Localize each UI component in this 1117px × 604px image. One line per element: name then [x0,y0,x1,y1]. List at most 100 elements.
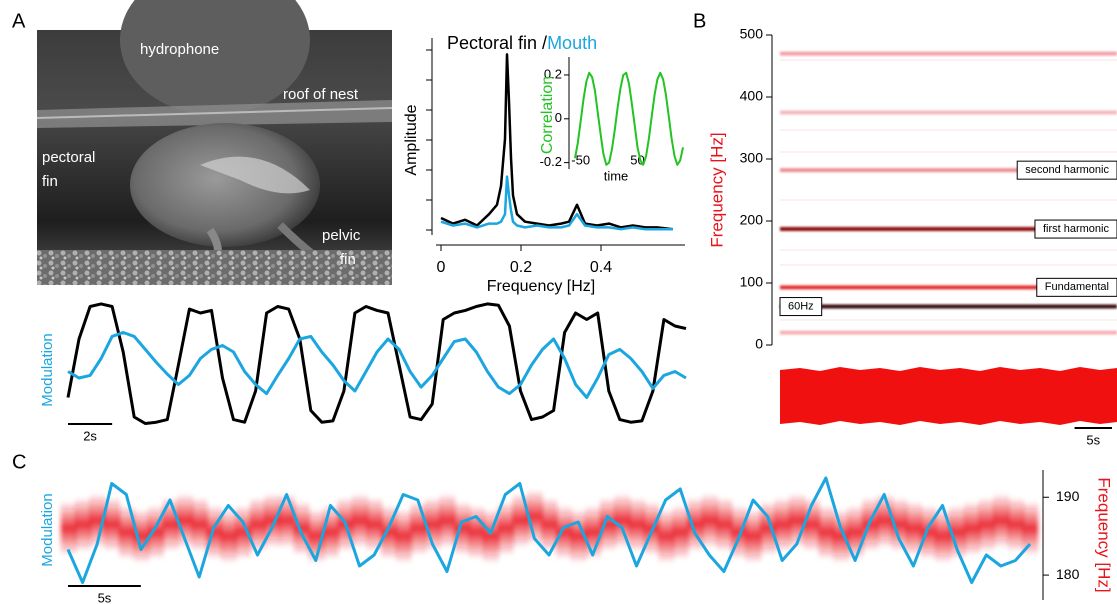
heat-cell [177,493,193,548]
photo-label: roof of nest [283,86,359,103]
title-separator: / [542,33,547,53]
axis-label: Frequency [Hz] [707,132,726,247]
heat-cell [614,493,631,548]
heat-cell [818,505,835,560]
y-tick-label: 400 [740,88,764,104]
data-line [440,175,673,231]
annotation-box [1016,160,1117,180]
heat-cell [1022,501,1039,556]
heat-cell [468,505,485,560]
heat-cell [774,497,791,552]
heat-cell [293,501,310,556]
annotation: second harmonic [1025,164,1109,176]
heat-cell [191,497,208,552]
heat-cell [454,501,470,556]
heat-cell [672,505,689,560]
axis-label: Modulation [39,333,56,406]
axis-label: Correlation [539,76,556,154]
heat-cell [497,501,514,556]
axis-label: Amplitude [403,104,420,175]
y-tick-label: 100 [740,274,764,290]
annotation-box [1034,219,1117,239]
heat-cell [935,508,951,564]
x-tick-label: 0 [437,259,446,276]
heat-cell [949,505,966,560]
photo-label: fin [42,173,58,190]
x-tick-label: 50 [630,152,644,167]
legend-entry: Mouth [547,33,597,53]
heat-cell [206,505,223,560]
heat-cell [279,493,295,548]
heat-cell [133,508,150,564]
y-tick-label: -0.2 [540,154,562,169]
y2-tick-label: 180 [1056,566,1080,582]
panel-label: A [12,10,26,32]
annotation: 60Hz [788,300,814,312]
heat-cell [658,508,674,564]
axis-label: Modulation [39,493,56,566]
heat-cell [964,501,980,556]
heat-cell [104,497,121,552]
heat-cell [366,497,383,552]
heat-cell [410,501,427,556]
data-line [574,71,684,166]
heat-cell [541,497,558,552]
heat-cell [512,493,529,548]
annotation: Fundamental [1045,281,1109,293]
panel-label: B [693,10,706,32]
heat-cell [1008,497,1024,552]
heat-cell [906,501,922,556]
heat-cell [60,501,77,556]
spectrogram-noise [780,59,1117,321]
heat-cell [600,497,616,552]
heat-cell [395,508,412,564]
heat-cell [833,508,849,564]
panel-label: C [12,451,26,473]
x-tick-label: -50 [571,152,590,167]
scale-bar-label: 2s [83,428,97,443]
heat-cell [221,508,237,564]
heat-cell [89,493,106,548]
heat-cell [745,508,762,564]
x-tick-label: 0.2 [510,259,532,276]
y-tick-label: 0 [555,110,562,125]
photo-label: pelvic [322,227,361,244]
x-tick-label: 0.4 [590,259,612,276]
heat-cell [352,493,368,548]
legend-entry: Pectoral fin [447,33,537,53]
heat-cell [119,505,135,560]
photo-label: pectoral [42,149,95,166]
heatmap [60,489,1039,564]
annotation-box [779,297,823,317]
y2-tick-label: 190 [1056,488,1080,504]
waveform [780,367,1117,425]
axis-label: Frequency [Hz] [1095,477,1114,592]
y-tick-label: 0 [755,336,763,352]
chart-title: Pectoral fin/Mouth [447,33,597,53]
annotation-box [1036,277,1117,297]
heat-cell [556,505,572,560]
y-tick-label: 200 [740,212,764,228]
y-tick-label: 300 [740,150,764,166]
heat-cell [891,497,908,552]
heat-cell [978,497,995,552]
heat-cell [993,493,1010,548]
heat-cell [920,505,937,560]
data-line [66,476,1032,584]
x-axis-label: time [604,168,629,183]
heat-cell [629,497,645,552]
y-tick-label: 500 [740,26,764,42]
scale-bar-label: 5s [98,590,112,604]
heat-cell [439,493,456,548]
photo-label: fin [340,251,356,268]
heat-cell [702,493,718,548]
x-axis-label: Frequency [Hz] [487,278,595,295]
data-line [440,53,674,231]
photo [36,0,393,285]
minor-ticks [426,49,432,231]
heat-cell [716,497,733,552]
heat-cell [250,497,266,552]
photo-label: hydrophone [140,41,219,58]
scale-bar-label: 5s [1086,432,1100,447]
